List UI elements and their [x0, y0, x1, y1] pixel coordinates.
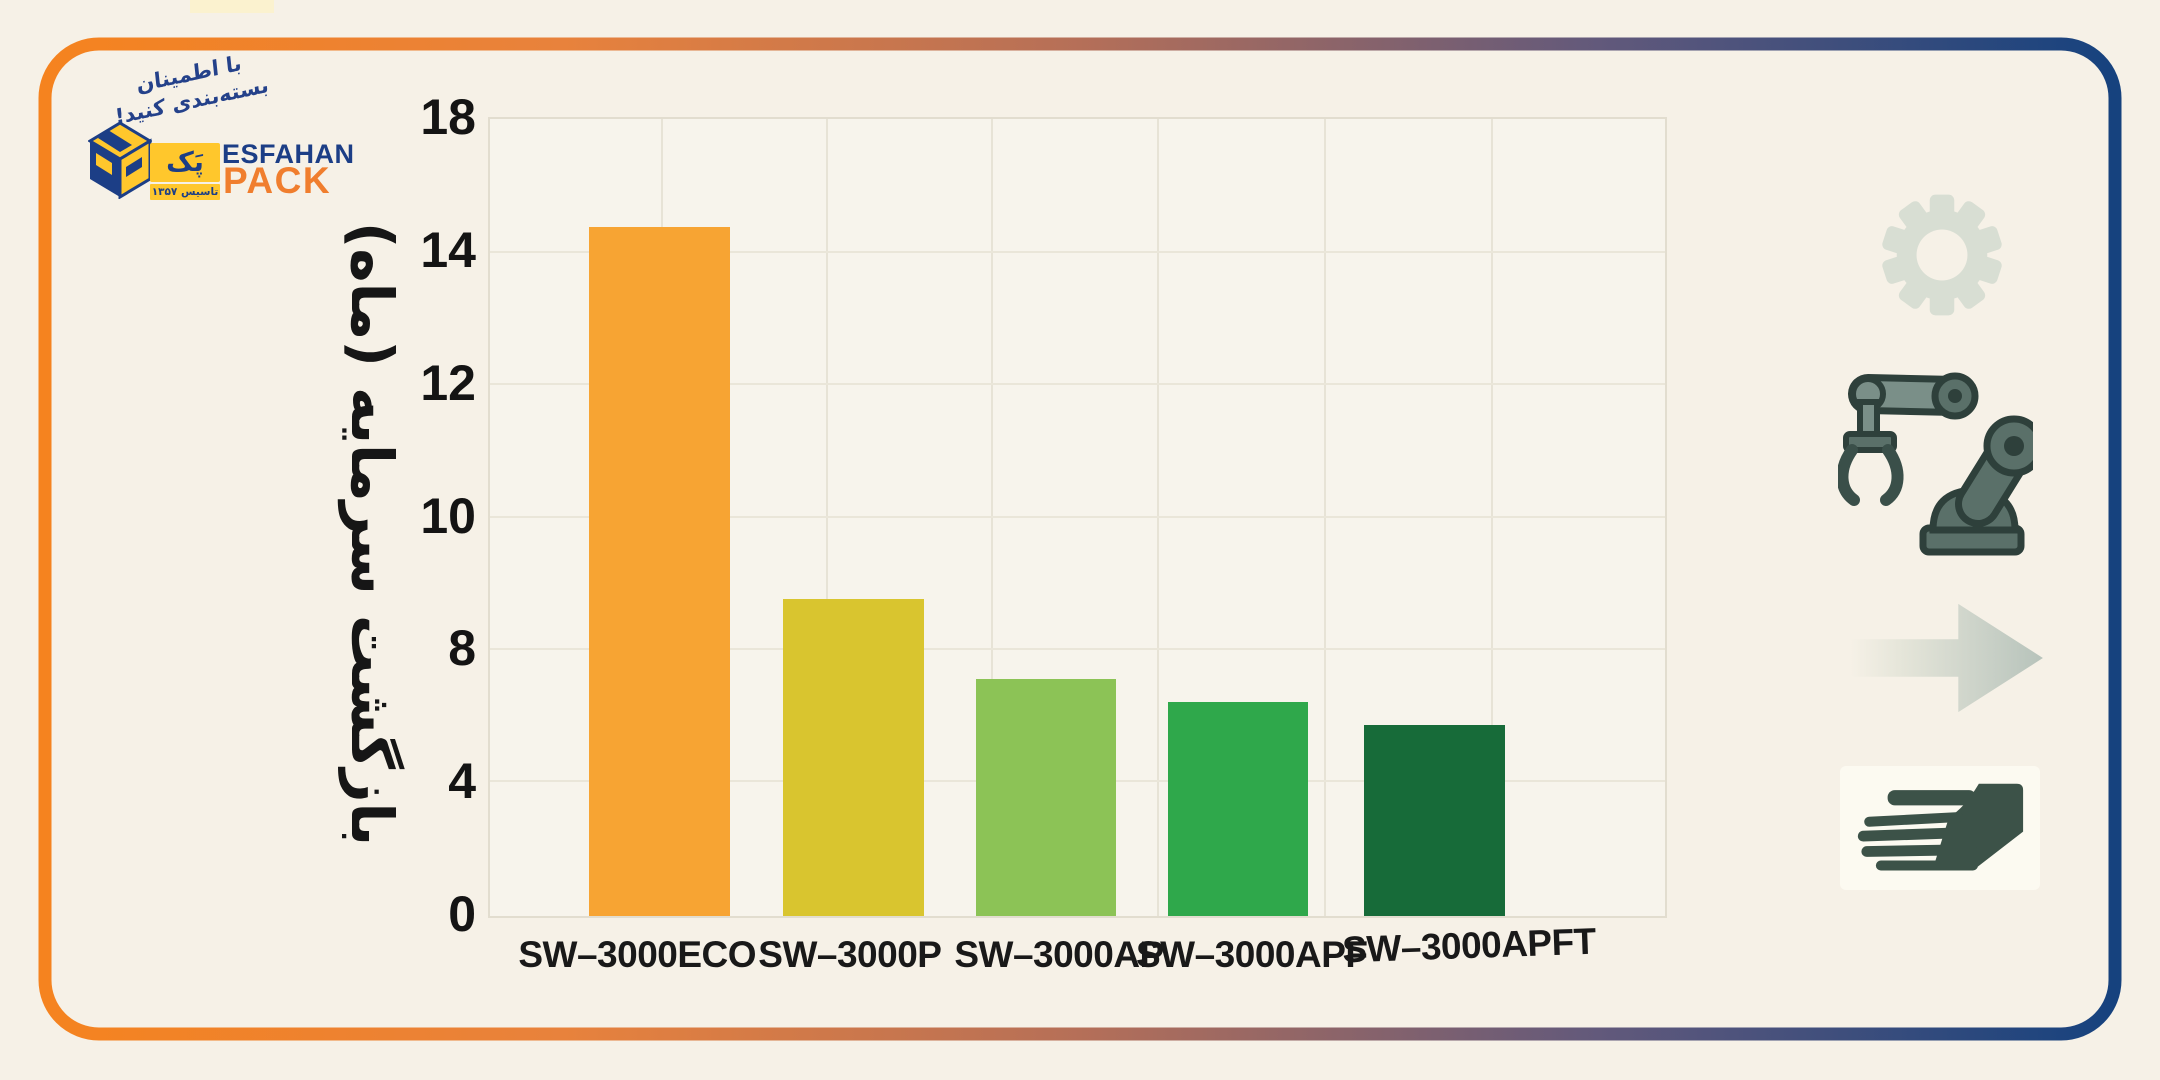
logo-established-badge: تاسیس ۱۳۵۷	[150, 184, 220, 200]
y-tick-label: 10	[420, 487, 476, 544]
arrow-right-icon	[1850, 603, 2043, 713]
gridline-vertical	[1157, 119, 1160, 916]
gridline-vertical	[990, 119, 993, 916]
y-tick-label: 8	[448, 620, 476, 677]
gridline-horizontal	[490, 647, 1665, 650]
x-category-label: SW–3000AP	[954, 934, 1164, 975]
logo-pak-badge: پَک	[150, 143, 220, 182]
plot-area	[488, 117, 1667, 918]
x-category-label: SW–3000APFT	[1341, 920, 1597, 971]
bar-SW–3000APF	[1167, 702, 1309, 916]
robot-arm-icon	[1838, 372, 2033, 556]
open-hand-icon	[1857, 783, 2024, 871]
logo-esfahan-text: ESFAHAN	[222, 139, 355, 169]
gridline-horizontal	[490, 383, 1665, 386]
bar-SW–3000P	[783, 598, 924, 916]
bar-SW–3000AP	[975, 679, 1117, 916]
x-category-label: SW–3000APF	[1136, 934, 1368, 975]
gridline-vertical	[1323, 119, 1326, 916]
y-tick-label: 4	[448, 753, 476, 810]
top-accent-bar	[190, 0, 274, 13]
gridline-vertical	[1490, 119, 1493, 916]
esfahan-pack-logo: با اطمینان بسته‌بندی کنید! پَک تاسیس ۱۳۵…	[80, 51, 354, 205]
y-tick-label: 12	[420, 354, 476, 411]
x-category-label: SW–3000P	[758, 934, 942, 975]
bar-SW–3000ECO	[589, 226, 730, 916]
logo-pack-text: PACK	[223, 160, 332, 201]
gridline-horizontal	[490, 251, 1665, 254]
x-category-label: SW–3000ECO	[518, 934, 757, 975]
gear-icon	[1882, 194, 2002, 316]
y-tick-label: 18	[420, 89, 476, 145]
y-tick-label: 0	[448, 886, 476, 942]
y-tick-label: 14	[420, 221, 476, 278]
gridline-horizontal	[490, 515, 1665, 518]
bar-SW–3000APFT	[1364, 724, 1505, 916]
packaging-cube-icon	[88, 121, 152, 199]
gridline-vertical	[825, 119, 828, 916]
